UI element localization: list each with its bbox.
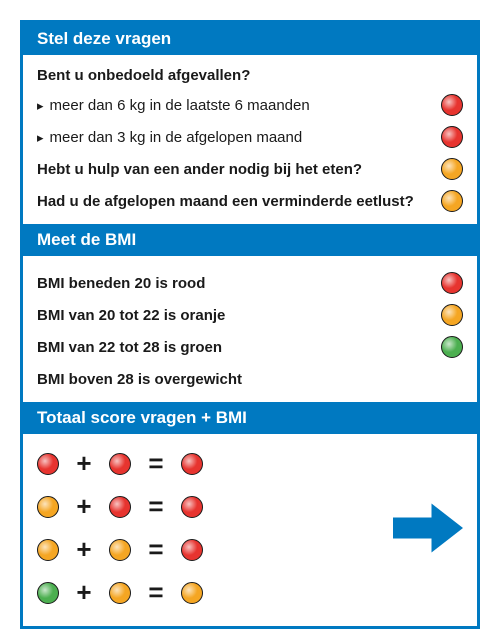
bmi-row: BMI van 20 tot 22 is oranje (37, 302, 463, 328)
orange-dot-icon (181, 582, 203, 604)
equals-op: = (145, 534, 167, 565)
equation-row: += (37, 448, 203, 479)
section-body-questions: Bent u onbedoeld afgevallen? meer dan 6 … (23, 55, 477, 224)
equals-op: = (145, 491, 167, 522)
bmi-text: BMI boven 28 is overgewicht (37, 371, 463, 388)
plus-op: + (73, 534, 95, 565)
intro-question: Bent u onbedoeld afgevallen? (37, 67, 463, 84)
bmi-row: BMI beneden 20 is rood (37, 270, 463, 296)
orange-dot-icon (37, 496, 59, 518)
bmi-text: BMI van 20 tot 22 is oranje (37, 307, 441, 324)
equals-op: = (145, 448, 167, 479)
question-text: Hebt u hulp van een ander nodig bij het … (37, 161, 441, 178)
section-header-bmi: Meet de BMI (23, 224, 477, 256)
question-text: Had u de afgelopen maand een verminderde… (37, 193, 441, 210)
bmi-row: BMI van 22 tot 28 is groen (37, 334, 463, 360)
green-dot-icon (441, 336, 463, 358)
bmi-text: BMI van 22 tot 28 is groen (37, 339, 441, 356)
red-dot-icon (37, 453, 59, 475)
question-text: meer dan 6 kg in de laatste 6 maanden (37, 97, 441, 114)
section-body-total: +=+=+=+= (23, 434, 477, 626)
equation-row: += (37, 577, 203, 608)
next-arrow-icon (393, 498, 463, 558)
plus-op: + (73, 577, 95, 608)
red-dot-icon (181, 496, 203, 518)
red-dot-icon (441, 94, 463, 116)
question-row: meer dan 3 kg in de afgelopen maand (37, 124, 463, 150)
section-body-bmi: BMI beneden 20 is rood BMI van 20 tot 22 … (23, 256, 477, 402)
orange-dot-icon (441, 304, 463, 326)
red-dot-icon (109, 496, 131, 518)
question-row: Had u de afgelopen maand een verminderde… (37, 188, 463, 214)
question-text: meer dan 3 kg in de afgelopen maand (37, 129, 441, 146)
red-dot-icon (441, 126, 463, 148)
equation-row: += (37, 491, 203, 522)
red-dot-icon (109, 453, 131, 475)
orange-dot-icon (441, 158, 463, 180)
section-header-questions: Stel deze vragen (23, 23, 477, 55)
red-dot-icon (181, 539, 203, 561)
question-row: Hebt u hulp van een ander nodig bij het … (37, 156, 463, 182)
equals-op: = (145, 577, 167, 608)
orange-dot-icon (37, 539, 59, 561)
bmi-text: BMI beneden 20 is rood (37, 275, 441, 292)
orange-dot-icon (109, 582, 131, 604)
bmi-row: BMI boven 28 is overgewicht (37, 366, 463, 392)
snaq-card: Stel deze vragen Bent u onbedoeld afgeva… (20, 20, 480, 629)
plus-op: + (73, 491, 95, 522)
section-header-total: Totaal score vragen + BMI (23, 402, 477, 434)
orange-dot-icon (109, 539, 131, 561)
green-dot-icon (37, 582, 59, 604)
equation-row: += (37, 534, 203, 565)
plus-op: + (73, 448, 95, 479)
question-row: meer dan 6 kg in de laatste 6 maanden (37, 92, 463, 118)
orange-dot-icon (441, 190, 463, 212)
red-dot-icon (181, 453, 203, 475)
red-dot-icon (441, 272, 463, 294)
